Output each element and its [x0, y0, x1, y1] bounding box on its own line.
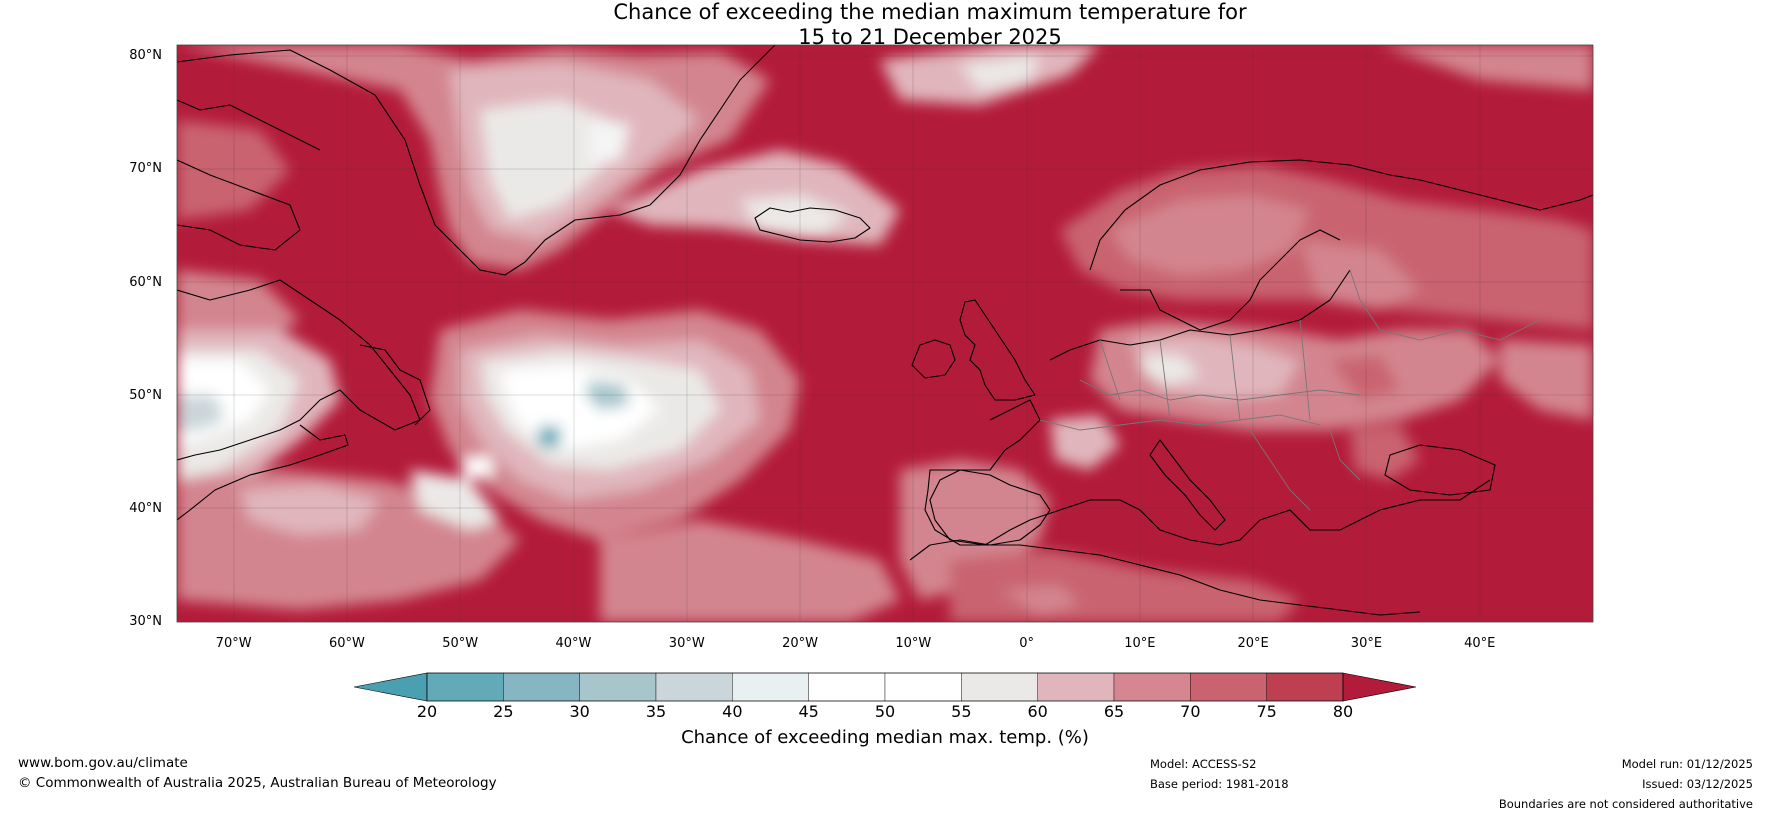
- colorbar-bin: [1266, 672, 1344, 702]
- colorbar-bin: [884, 672, 962, 702]
- colorbar-bin: [732, 672, 809, 702]
- colorbar-over-triangle: [1342, 672, 1417, 702]
- probability-field: [177, 45, 1593, 622]
- lon-tick-label: 50°W: [442, 636, 479, 651]
- colorbar-tick-label: 40: [722, 702, 743, 721]
- colorbar-tick-label: 25: [493, 702, 514, 721]
- map-title-line1: Chance of exceeding the median maximum t…: [613, 0, 1247, 24]
- baffin-coastline: [177, 99, 321, 251]
- great-britain-coastline: [959, 299, 1036, 401]
- lat-tick-label: 80°N: [129, 48, 162, 64]
- colorbar-bin: [503, 672, 580, 702]
- iceland-coastline: [754, 207, 871, 243]
- ireland-coastline: [911, 339, 956, 379]
- colorbar-tick-label: 45: [798, 702, 819, 721]
- footer-issued: Issued: 03/12/2025: [1642, 777, 1753, 791]
- country-borders: [1039, 269, 1541, 511]
- lon-tick-label: 10°W: [895, 636, 932, 651]
- footer-model-run: Model run: 01/12/2025: [1621, 757, 1753, 771]
- footer-url: www.bom.gov.au/climate: [18, 755, 188, 771]
- colorbar-bin: [1113, 672, 1191, 702]
- map-plot-area: [177, 45, 1593, 622]
- scandinavia-coastline: [1089, 159, 1593, 331]
- lon-tick-label: 30°W: [668, 636, 705, 651]
- colorbar-tick-label: 80: [1332, 702, 1354, 721]
- lon-tick-label: 40°E: [1464, 636, 1496, 651]
- lat-tick-label: 30°N: [129, 614, 162, 629]
- colorbar-bin: [655, 672, 733, 702]
- lon-tick-label: 60°W: [328, 636, 365, 651]
- lat-tick-label: 70°N: [129, 161, 162, 177]
- newfoundland-coastline: [177, 344, 431, 521]
- colorbar-tick-label: 30: [569, 702, 590, 721]
- north-africa-coastline: [909, 539, 1421, 616]
- coastlines: [177, 45, 1593, 616]
- europe-coastline: [929, 269, 1491, 546]
- lon-tick-label: 20°W: [782, 636, 818, 651]
- colorbar-frame: [426, 672, 1344, 702]
- colorbar-tick-label: 65: [1103, 702, 1125, 721]
- colorbar-tick-label: 75: [1256, 702, 1277, 721]
- footer-disclaimer: Boundaries are not considered authoritat…: [1498, 797, 1753, 811]
- lat-tick-label: 40°N: [129, 500, 162, 516]
- greenland-coastline: [177, 45, 776, 276]
- colorbar-bins: [426, 672, 1344, 702]
- italy-coastline: [1149, 439, 1226, 531]
- lat-tick-label: 60°N: [129, 274, 162, 290]
- lon-tick-label: 70°W: [215, 636, 252, 651]
- colorbar-bin: [1037, 672, 1115, 702]
- footer-base-period: Base period: 1981-2018: [1150, 777, 1289, 791]
- colorbar-tick-label: 70: [1180, 702, 1201, 721]
- colorbar-under-triangle: [353, 672, 428, 702]
- black-sea-coastline: [1384, 444, 1496, 496]
- iberia-coastline: [924, 469, 1051, 546]
- lon-tick-label: 30°E: [1350, 636, 1383, 651]
- lon-tick-label: 0°: [1019, 636, 1034, 651]
- colorbar-tick-label: 55: [951, 702, 972, 721]
- footer-copyright: © Commonwealth of Australia 2025, Austra…: [18, 775, 497, 791]
- colorbar-bin: [808, 672, 886, 702]
- colorbar-tick-label: 20: [416, 702, 438, 721]
- colorbar-bin: [579, 672, 657, 702]
- colorbar-tick-label: 60: [1027, 702, 1048, 721]
- colorbar: [353, 672, 1417, 702]
- colorbar-bin: [1190, 672, 1267, 702]
- colorbar-tick-label: 35: [645, 702, 667, 721]
- map-frame: [176, 44, 1594, 623]
- lat-tick-label: 50°N: [129, 387, 162, 403]
- colorbar-title: Chance of exceeding median max. temp. (%…: [681, 727, 1089, 748]
- colorbar-bin: [961, 672, 1038, 702]
- footer-model: Model: ACCESS-S2: [1150, 757, 1257, 771]
- lon-tick-label: 20°E: [1237, 636, 1269, 651]
- labrador-coastline: [177, 279, 421, 461]
- lon-tick-label: 40°W: [555, 636, 592, 651]
- map-title: Chance of exceeding the median maximum t…: [0, 0, 1770, 50]
- lon-tick-label: 10°E: [1124, 636, 1156, 651]
- colorbar-bin: [426, 672, 504, 702]
- colorbar-tick-label: 50: [874, 702, 896, 721]
